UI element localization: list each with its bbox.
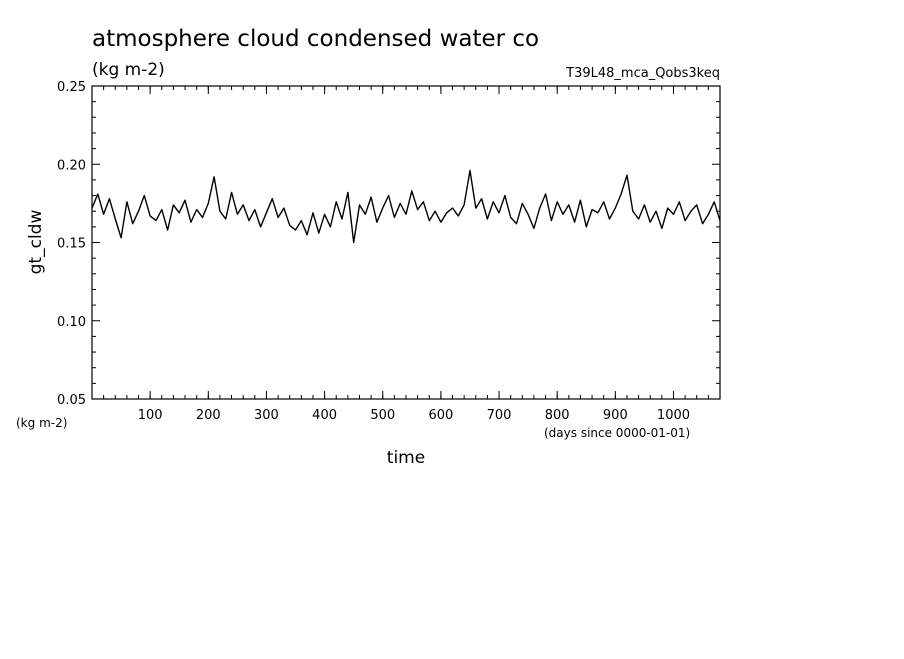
y-tick-label: 0.10 <box>57 315 86 330</box>
y-axis-units: (kg m-2) <box>16 416 67 430</box>
x-tick-label: 900 <box>603 408 628 423</box>
x-tick-label: 200 <box>196 408 221 423</box>
x-tick-label: 600 <box>428 408 453 423</box>
y-tick-label: 0.20 <box>57 158 86 173</box>
title-units: (kg m-2) <box>92 60 165 80</box>
y-tick-label: 0.05 <box>57 393 86 408</box>
y-axis-title: gt_cldw <box>26 210 46 275</box>
x-tick-label: 500 <box>370 408 395 423</box>
x-tick-label: 100 <box>138 408 163 423</box>
x-tick-label: 800 <box>545 408 570 423</box>
series-group <box>91 169 721 244</box>
axis-ticks <box>92 85 720 400</box>
chart-title: atmosphere cloud condensed water co <box>92 26 539 52</box>
x-axis-units: (days since 0000-01-01) <box>544 426 690 440</box>
x-axis-title: time <box>387 448 425 468</box>
y-tick-label: 0.25 <box>57 80 86 95</box>
run-label: T39L48_mca_Qobs3keq <box>565 66 720 81</box>
x-tick-label: 1000 <box>657 408 690 423</box>
x-tick-labels: 100 200 300 400 500 600 700 800 900 1000 <box>138 408 690 423</box>
series-line <box>91 169 721 244</box>
y-tick-labels: 0.05 0.10 0.15 0.20 0.25 <box>57 80 86 408</box>
x-tick-label: 300 <box>254 408 279 423</box>
plot-frame <box>91 85 721 400</box>
x-tick-label: 400 <box>312 408 337 423</box>
y-tick-label: 0.15 <box>57 237 86 252</box>
x-tick-label: 700 <box>487 408 512 423</box>
